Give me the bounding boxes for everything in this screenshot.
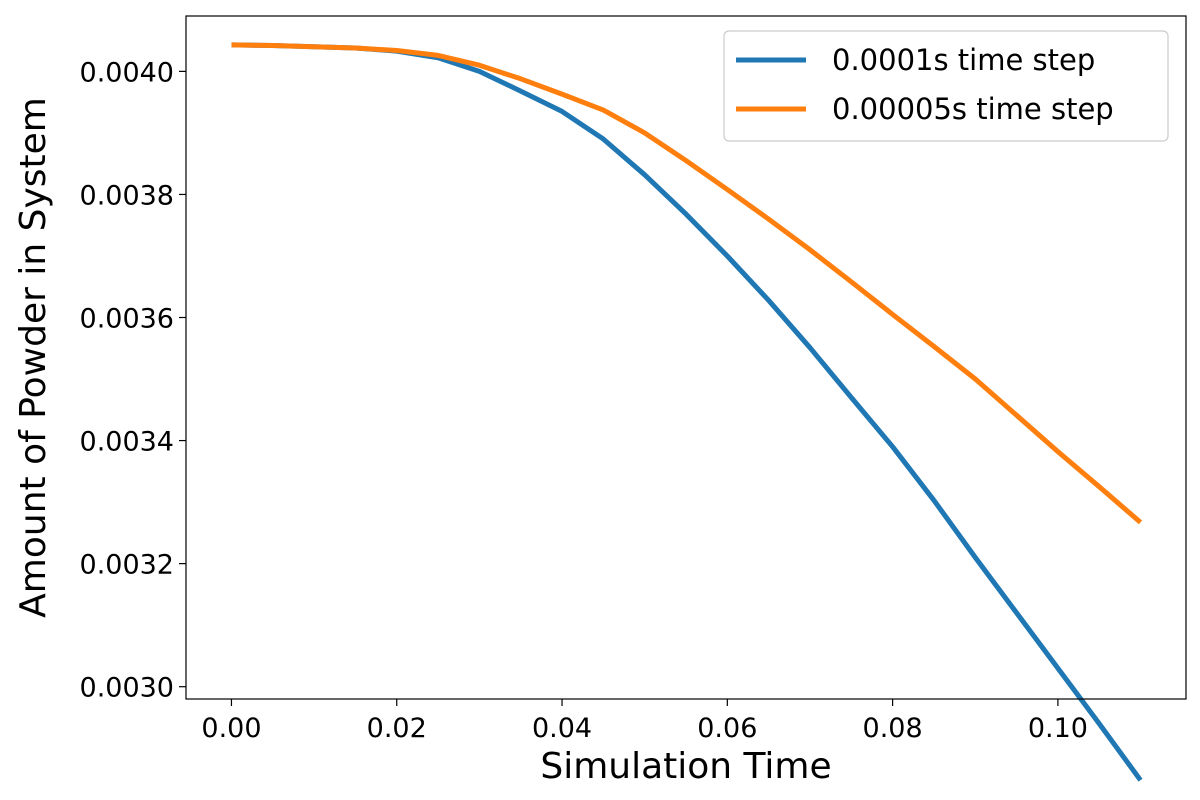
y-tick-label: 0.0030	[80, 673, 174, 704]
y-tick-label: 0.0036	[80, 304, 174, 335]
legend: 0.0001s time step 0.00005s time step	[723, 30, 1169, 142]
x-tick-label: 0.10	[1028, 713, 1088, 744]
plot-frame	[185, 15, 1187, 700]
series-line-2	[231, 42, 1143, 525]
x-tick-label: 0.04	[532, 713, 592, 744]
x-tick-label: 0.02	[367, 713, 427, 744]
legend-label-2: 0.00005s time step	[832, 92, 1114, 126]
y-tick-label: 0.0040	[80, 57, 174, 88]
y-axis-title: Amount of Powder in System	[13, 97, 54, 618]
x-axis: 0.00 0.02 0.04 0.06 0.08 0.10	[201, 699, 1088, 744]
legend-box	[723, 30, 1169, 142]
x-tick-label: 0.08	[863, 713, 923, 744]
series-layer	[231, 42, 1143, 782]
legend-label-1: 0.0001s time step	[832, 43, 1095, 77]
y-axis: 0.0030 0.0032 0.0034 0.0036 0.0038 0.0040	[80, 57, 186, 704]
y-tick-label: 0.0032	[80, 550, 174, 581]
x-axis-title: Simulation Time	[540, 746, 831, 787]
x-tick-label: 0.06	[697, 713, 757, 744]
x-tick-label: 0.00	[201, 713, 261, 744]
y-tick-label: 0.0038	[80, 180, 174, 211]
y-tick-label: 0.0034	[80, 427, 174, 458]
